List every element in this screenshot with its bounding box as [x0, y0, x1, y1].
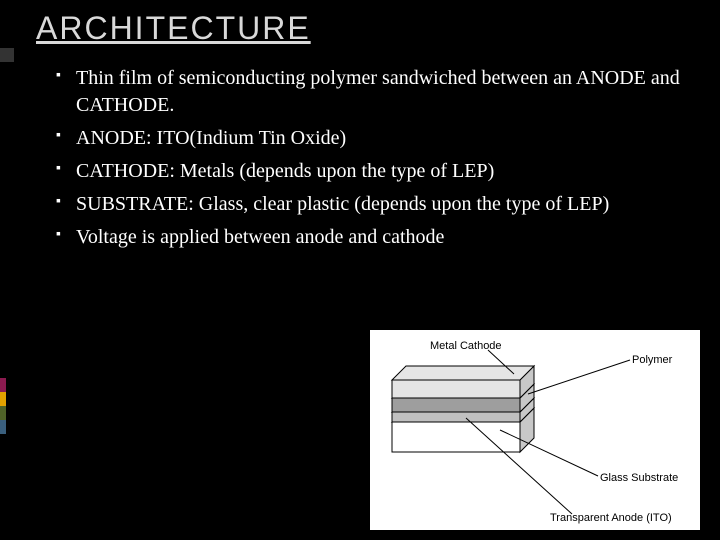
label-transparent-anode: Transparent Anode (ITO) [550, 512, 672, 524]
bullet-item: Thin film of semiconducting polymer sand… [56, 65, 680, 119]
label-glass-substrate: Glass Substrate [600, 472, 678, 484]
side-accent-stripe [0, 392, 6, 406]
side-accent-stripe [0, 420, 6, 434]
side-accent-stripe [0, 378, 6, 392]
side-accent-stripe [0, 406, 6, 420]
title-accent-block [0, 48, 14, 62]
content-area: Thin film of semiconducting polymer sand… [0, 47, 720, 251]
bullet-item: ANODE: ITO(Indium Tin Oxide) [56, 125, 680, 152]
slide-title: ARCHITECTURE [0, 0, 720, 47]
bullet-list: Thin film of semiconducting polymer sand… [56, 65, 680, 251]
label-metal-cathode: Metal Cathode [430, 340, 502, 352]
architecture-diagram: Metal Cathode Polymer Glass Substrate Tr… [370, 330, 700, 530]
label-polymer: Polymer [632, 354, 672, 366]
bullet-item: Voltage is applied between anode and cat… [56, 224, 680, 251]
bullet-item: CATHODE: Metals (depends upon the type o… [56, 158, 680, 185]
bullet-item: SUBSTRATE: Glass, clear plastic (depends… [56, 191, 680, 218]
